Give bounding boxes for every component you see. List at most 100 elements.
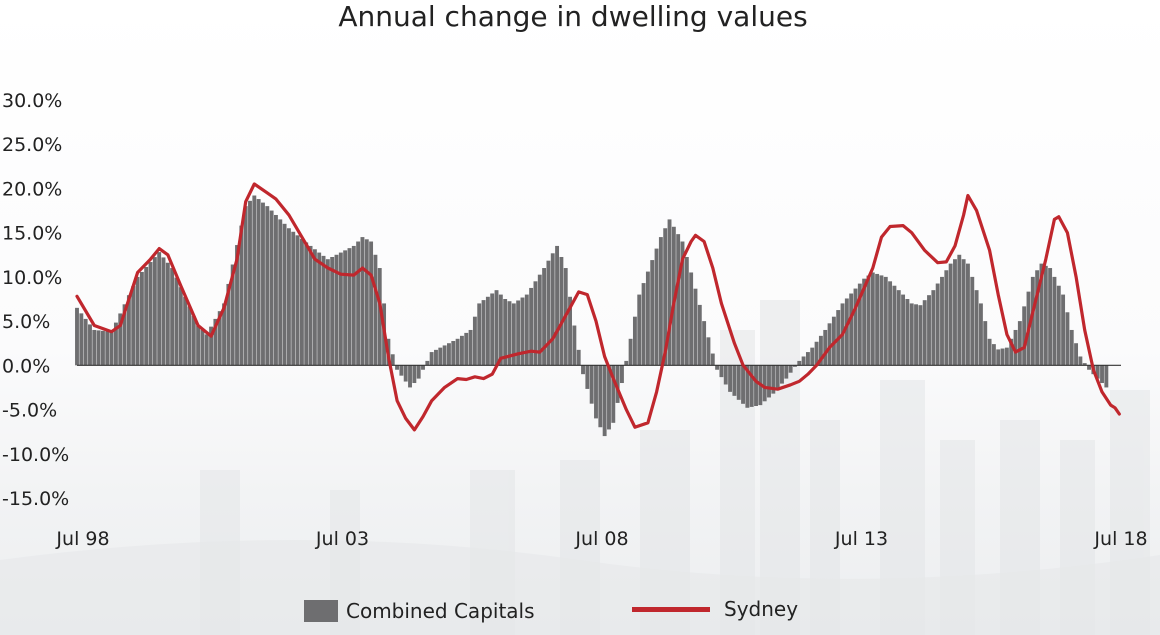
bar-combined-capitals [922, 300, 927, 366]
bar-combined-capitals [507, 301, 512, 366]
bar-combined-capitals [360, 237, 365, 366]
bar-combined-capitals [334, 254, 339, 366]
bar-combined-capitals [641, 283, 646, 366]
bar-combined-capitals [183, 296, 188, 366]
bar-combined-capitals [767, 365, 771, 398]
bar-combined-capitals [1061, 294, 1066, 366]
bar-combined-capitals [304, 242, 309, 366]
bar-combined-capitals [144, 266, 149, 366]
bar-combined-capitals [1052, 276, 1057, 366]
bar-combined-capitals [369, 241, 374, 366]
y-tick-label: 25.0% [2, 134, 62, 156]
bar-combined-capitals [931, 290, 936, 366]
y-tick-label: -5.0% [2, 400, 57, 422]
bar-combined-capitals [788, 365, 793, 373]
bar-combined-capitals [589, 365, 594, 404]
y-tick-label: 30.0% [2, 90, 62, 112]
bar-combined-capitals [927, 295, 931, 366]
bar-combined-capitals [645, 271, 650, 366]
bar-combined-capitals [983, 321, 988, 366]
bar-combined-capitals [351, 245, 356, 366]
bar-combined-capitals [1074, 343, 1079, 366]
bar-combined-capitals [624, 360, 629, 366]
bar-combined-capitals [139, 271, 144, 366]
bar-combined-capitals [697, 304, 702, 366]
bar-combined-capitals [529, 287, 534, 366]
bar-combined-capitals [1056, 285, 1061, 366]
y-tick-label: -15.0% [2, 488, 69, 510]
bar-combined-capitals [295, 235, 300, 366]
bar-combined-capitals [235, 245, 239, 366]
bar-combined-capitals [1104, 365, 1109, 388]
bar-combined-capitals [274, 214, 278, 366]
bar-combined-capitals [663, 228, 668, 366]
bar-combined-capitals [390, 354, 395, 366]
bar-combined-capitals [498, 294, 503, 366]
bar-combined-capitals [572, 325, 577, 366]
y-tick-label: 20.0% [2, 178, 62, 200]
bar-combined-capitals [957, 254, 962, 366]
bar-combined-capitals [511, 303, 516, 366]
bar-combined-capitals [101, 330, 105, 366]
bar-combined-capitals [780, 365, 784, 384]
bar-combined-capitals [728, 365, 733, 392]
bar-combined-capitals [918, 305, 923, 366]
bar-combined-capitals [883, 276, 888, 366]
bar-combined-capitals [485, 296, 490, 366]
bar-combined-capitals [650, 260, 655, 366]
bar-combined-capitals [321, 255, 326, 366]
bar-combined-capitals [278, 219, 283, 366]
bar-combined-capitals [1078, 356, 1083, 366]
bar-combined-capitals [455, 338, 460, 366]
bar-combined-capitals [974, 290, 979, 366]
bar-combined-capitals [602, 365, 607, 437]
bar-combined-capitals [451, 341, 456, 366]
bar-combined-capitals [399, 365, 404, 376]
bar-combined-capitals [79, 313, 84, 366]
legend-label-combined-capitals: Combined Capitals [346, 599, 535, 623]
bar-combined-capitals [421, 365, 425, 370]
bar-combined-capitals [165, 262, 170, 366]
bar-combined-capitals [226, 283, 231, 366]
bar-combined-capitals [252, 195, 257, 366]
bar-combined-capitals [1087, 365, 1091, 370]
bar-combined-capitals [879, 275, 884, 366]
bar-combined-capitals [870, 272, 875, 366]
bar-combined-capitals [611, 365, 616, 423]
bar-combined-capitals [174, 277, 179, 366]
bar-combined-capitals [966, 263, 970, 366]
bar-combined-capitals [524, 294, 529, 366]
bar-combined-capitals [805, 352, 810, 366]
bar-combined-capitals [152, 257, 157, 366]
bar-combined-capitals [978, 303, 983, 366]
dwelling-values-chart: 30.0% 25.0% 20.0% 15.0% 10.0% 5.0% 0.0% -5.0% -1… [2, 90, 1148, 550]
legend-label-sydney: Sydney [724, 597, 799, 621]
bar-combined-capitals [823, 329, 828, 366]
y-tick-label: 0.0% [2, 355, 50, 377]
bar-combined-capitals [991, 344, 996, 366]
bar-combined-capitals [438, 347, 443, 366]
bar-combined-capitals [827, 323, 832, 366]
bar-combined-capitals [395, 365, 399, 370]
bar-combined-capitals [732, 365, 737, 396]
bar-combined-capitals [520, 297, 525, 366]
bar-combined-capitals [356, 241, 361, 366]
bar-combined-capitals [749, 365, 754, 407]
bar-combined-capitals [970, 276, 975, 366]
bar-combined-capitals [1039, 263, 1044, 366]
bar-combined-capitals [771, 365, 776, 394]
bar-combined-capitals [468, 329, 473, 366]
bar-combined-capitals [109, 331, 114, 366]
bar-combined-capitals [676, 234, 681, 366]
bar-combined-capitals [948, 263, 953, 366]
y-tick-label: 5.0% [2, 311, 50, 333]
bar-combined-capitals [654, 248, 659, 366]
bar-combined-capitals [866, 275, 871, 366]
legend-item-combined-capitals: Combined Capitals [304, 599, 535, 623]
x-tick-label: Jul 08 [574, 528, 628, 550]
bar-combined-capitals [105, 331, 110, 366]
bar-combined-capitals [741, 365, 745, 404]
bar-combined-capitals [684, 256, 689, 366]
bar-combined-capitals [585, 365, 590, 389]
bar-combined-capitals [862, 278, 867, 366]
